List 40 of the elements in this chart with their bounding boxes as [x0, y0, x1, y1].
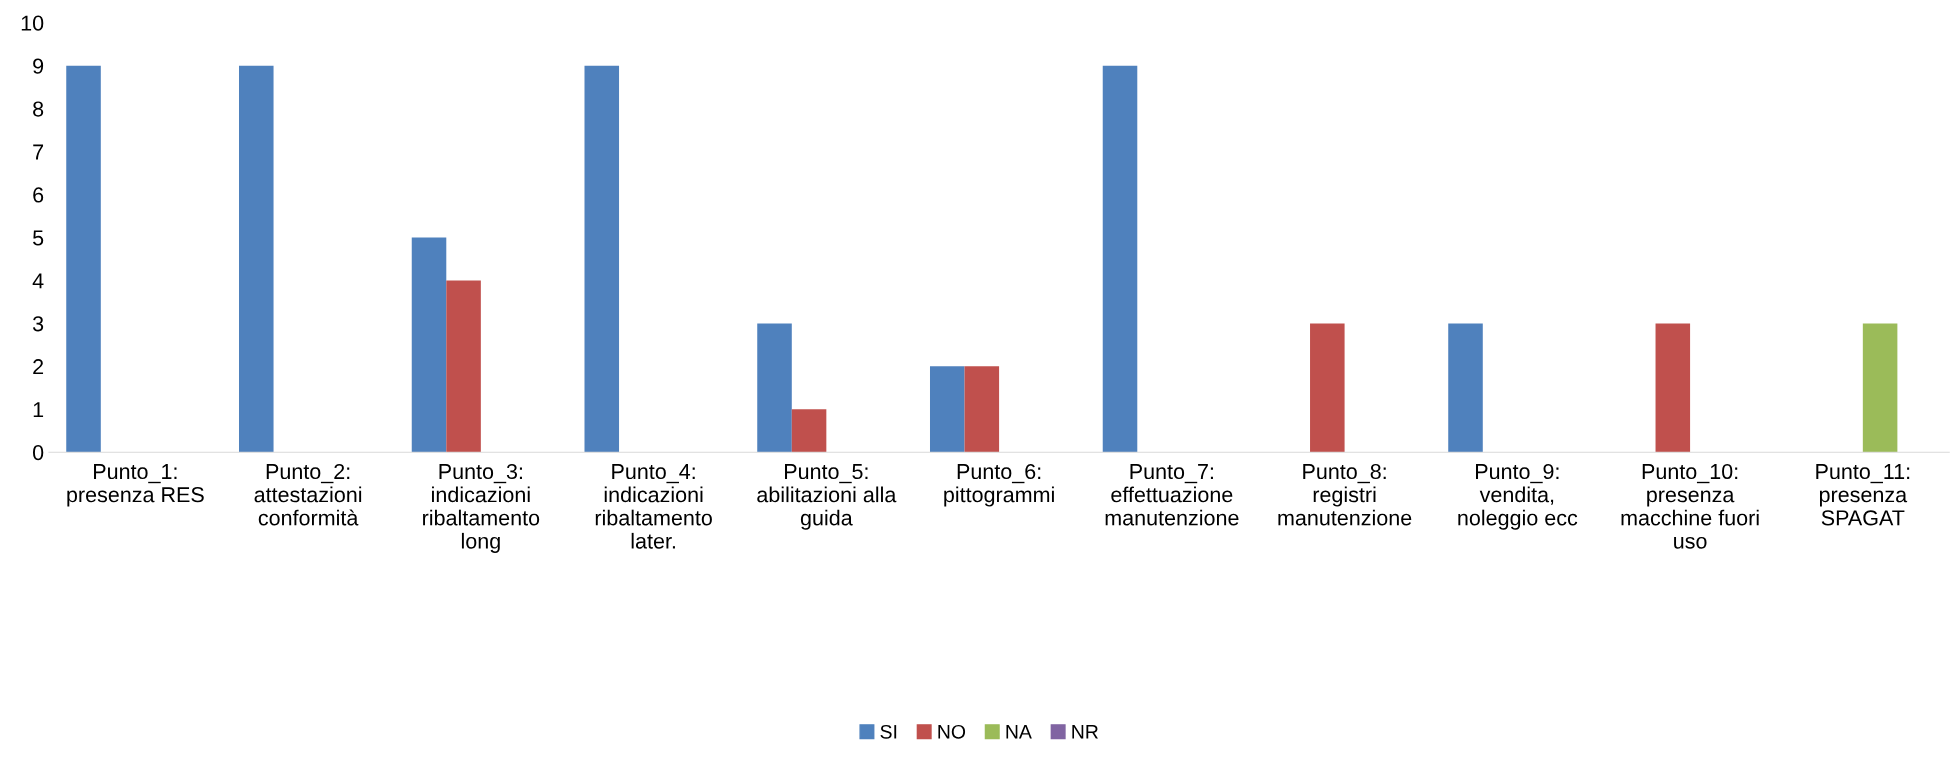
x-tick-label: Punto_9: vendita, noleggio ecc: [1458, 463, 1578, 530]
bar: [411, 237, 447, 453]
y-tick-label: 10: [21, 15, 44, 31]
bar: [964, 366, 1000, 453]
x-tick-label: Punto_5: abilitazioni alla guida: [757, 464, 897, 530]
bar: [757, 323, 792, 453]
bar: [446, 280, 481, 453]
y-tick-label: 2: [33, 359, 44, 375]
y-tick-label: 8: [33, 101, 44, 117]
x-tick-label: Punto_6: pittogrammi: [944, 463, 1054, 507]
bar: [1655, 323, 1691, 453]
bar: [239, 65, 274, 453]
x-tick-label: Punto_8: registri manutenzione: [1278, 463, 1412, 526]
legend-label: NO: [938, 724, 966, 739]
x-tick-label: Punto_4: indicazioni ribaltamento later.: [595, 464, 712, 549]
bar: [1310, 323, 1345, 453]
legend-label: SI: [880, 724, 897, 739]
y-tick-label: 5: [33, 230, 44, 246]
bar: [66, 65, 101, 453]
bar: [791, 409, 827, 453]
x-tick-label: Punto_1: presenza RES: [67, 464, 204, 507]
y-tick-label: 9: [33, 58, 44, 74]
x-tick-label: Punto_11: presenza SPAGAT: [1816, 464, 1910, 526]
x-tick-label: Punto_10: presenza macchine fuori uso: [1621, 463, 1759, 549]
y-tick-label: 0: [32, 444, 44, 461]
bar: [1448, 323, 1483, 453]
bar: [1102, 65, 1138, 453]
y-tick-label: 3: [32, 316, 44, 332]
y-tick-label: 4: [32, 273, 44, 289]
bar: [929, 366, 965, 453]
y-tick-label: 6: [33, 187, 44, 203]
bar: [584, 65, 620, 453]
y-tick-label: 1: [33, 402, 44, 418]
x-tick-label: Punto_3: indicazioni ribaltamento long: [423, 463, 540, 553]
y-tick-label: 7: [33, 144, 44, 160]
legend-label: NA: [1006, 725, 1032, 739]
x-tick-label: Punto_2: attestazioni conformità: [254, 463, 362, 526]
bar: [1862, 323, 1898, 453]
legend-label: NR: [1072, 725, 1098, 739]
x-tick-label: Punto_7: effettuazione manutenzione: [1105, 464, 1239, 526]
